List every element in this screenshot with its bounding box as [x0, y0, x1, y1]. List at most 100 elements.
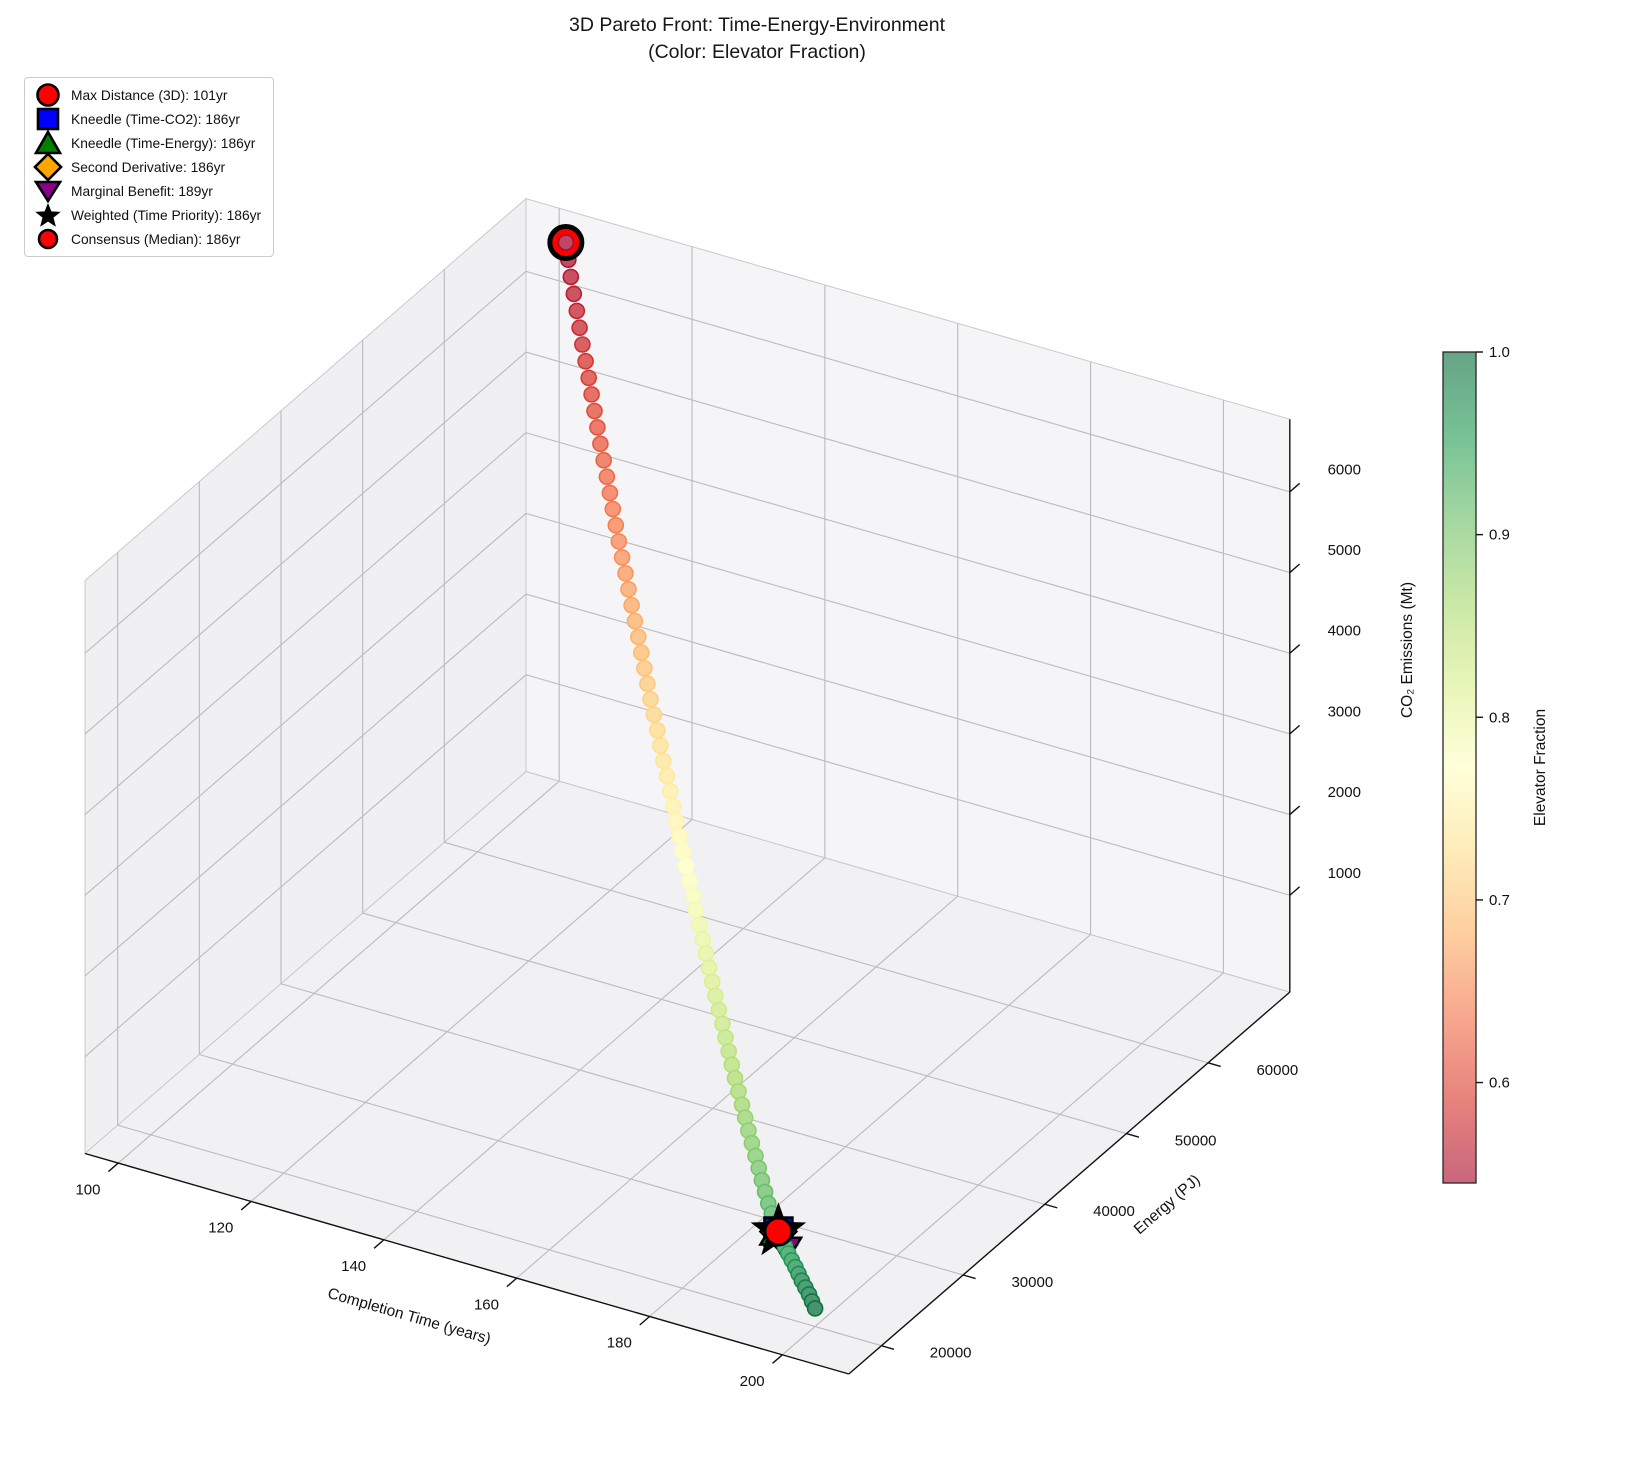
- colorbar-bar: [1443, 352, 1476, 1183]
- pareto-dot: [571, 319, 588, 337]
- y-axis-spine: [848, 991, 1291, 1375]
- z-tick: [1289, 724, 1301, 735]
- y-tick: [1044, 1203, 1058, 1209]
- pareto-dot: [574, 336, 591, 353]
- pareto-dot: [690, 916, 708, 934]
- pareto-dot: [665, 798, 682, 815]
- chart-title-line1: 3D Pareto Front: Time-Energy-Environment: [568, 14, 946, 36]
- pareto-dot: [636, 659, 653, 677]
- grid-z-left: [84, 512, 527, 896]
- pareto-dot: [687, 901, 705, 919]
- x-axis-label: Completion Time (years): [326, 1285, 493, 1348]
- chart-title: 3D Pareto Front: Time-Energy-Environment…: [0, 12, 1514, 67]
- chart-title-line2: (Color: Elevator Fraction): [648, 41, 866, 64]
- pareto-dot: [674, 842, 692, 860]
- colorbar: 1.0 0.9 0.8 0.7 0.6 Elevator Fraction: [1442, 344, 1549, 1184]
- max-distance-marker-icon: [36, 83, 60, 107]
- pareto-dot: [610, 533, 628, 550]
- grid-y-floor: [444, 841, 1209, 1064]
- x-tick-label: 200: [740, 1373, 765, 1390]
- pareto-dot: [580, 369, 598, 387]
- grid-z-right: [525, 351, 1290, 574]
- z-tick-label: 1000: [1328, 865, 1361, 882]
- z-tick: [1289, 644, 1301, 654]
- x-tick-label: 180: [607, 1335, 632, 1352]
- grid-x-floor: [250, 819, 693, 1202]
- x-axis-spine: [84, 1152, 850, 1375]
- pareto-dot: [658, 767, 676, 785]
- pareto-dot: [626, 612, 644, 630]
- y-axis-label: Energy (PJ): [1131, 1171, 1204, 1238]
- y-tick-label: 60000: [1256, 1062, 1298, 1079]
- pareto-dot: [601, 484, 619, 502]
- pareto-dot: [604, 500, 622, 518]
- consensus-median-marker: [763, 1216, 794, 1247]
- panes: [83, 197, 1291, 1375]
- z-tick-label: 3000: [1328, 703, 1361, 720]
- pareto-dot: [562, 268, 580, 286]
- x-tick: [639, 1315, 651, 1326]
- legend-item-label: Second Derivative: 186yr: [71, 159, 226, 175]
- legend-item: Second Derivative: 186yr: [29, 152, 261, 182]
- pareto-dot: [557, 234, 575, 251]
- pareto-dot: [655, 752, 672, 770]
- pareto-dot: [700, 959, 718, 977]
- z-tick: [1289, 886, 1301, 896]
- colorbar-frame: [1442, 351, 1477, 1184]
- grid-x-floor: [383, 857, 826, 1241]
- pareto-dot: [613, 549, 631, 566]
- legend-item-label: Kneedle (Time-CO2): 186yr: [71, 111, 240, 127]
- y-tick: [962, 1274, 976, 1280]
- x-tick: [506, 1277, 518, 1288]
- legend-item-label: Max Distance (3D): 101yr: [71, 87, 228, 103]
- grid-y-floor: [280, 983, 1045, 1205]
- pareto-dot: [714, 1015, 731, 1033]
- x-tick: [240, 1200, 252, 1211]
- colorbar-label: Elevator Fraction: [1532, 709, 1549, 826]
- pareto-dot: [694, 930, 712, 948]
- pareto-dot: [595, 451, 613, 469]
- legend-item-label: Kneedle (Time-Energy): 186yr: [71, 135, 256, 151]
- x-tick: [772, 1354, 783, 1364]
- legend-item: Kneedle (Time-Energy): 186yr: [29, 129, 261, 155]
- pareto-dot: [577, 352, 594, 370]
- y-tick-label: 50000: [1175, 1132, 1217, 1149]
- pareto-dot: [623, 596, 640, 614]
- pareto-dot: [677, 857, 695, 875]
- legend-item-label: Weighted (Time Priority): 186yr: [71, 207, 262, 223]
- z-axis-label: CO₂ Emissions (Mt): [1399, 582, 1416, 718]
- x-tick-label: 100: [75, 1181, 100, 1198]
- grid-z-left: [84, 270, 527, 654]
- pareto-dot: [568, 302, 586, 320]
- pareto-dot: [639, 675, 656, 693]
- grid-x-floor: [782, 972, 1224, 1356]
- x-tick-label: 160: [474, 1296, 499, 1313]
- grid-y-floor: [362, 912, 1127, 1135]
- z-tick: [1289, 805, 1301, 816]
- z-tick: [1289, 563, 1301, 574]
- pareto-dot: [681, 872, 698, 890]
- pareto-dot: [717, 1029, 734, 1046]
- pareto-dot: [617, 564, 634, 582]
- legend-item: Marginal Benefit: 189yr: [29, 179, 261, 204]
- pareto-dot: [648, 721, 666, 739]
- second-derivative-marker-icon: [33, 152, 63, 182]
- x-tick-label: 140: [341, 1258, 366, 1275]
- z-tick-label: 6000: [1328, 461, 1361, 478]
- grid-z-right: [525, 270, 1290, 493]
- legend-item-label: Marginal Benefit: 189yr: [71, 183, 213, 199]
- grid-x-floor: [117, 780, 560, 1164]
- colorbar-tick-label: 0.8: [1489, 709, 1510, 726]
- pareto-scatter-early: [559, 251, 784, 1232]
- pareto-dot: [668, 813, 685, 830]
- y-tick: [881, 1345, 895, 1350]
- x-tick-label: 120: [208, 1220, 233, 1237]
- pareto-dot: [586, 402, 603, 420]
- kneedle-co2-marker-icon: [36, 107, 60, 131]
- pareto-dot: [720, 1043, 738, 1060]
- z-tick-label: 4000: [1328, 623, 1361, 640]
- legend-item: Consensus (Median): 186yr: [29, 227, 261, 251]
- pareto-dot: [652, 737, 669, 754]
- legend-item: Weighted (Time Priority): 186yr: [29, 203, 261, 227]
